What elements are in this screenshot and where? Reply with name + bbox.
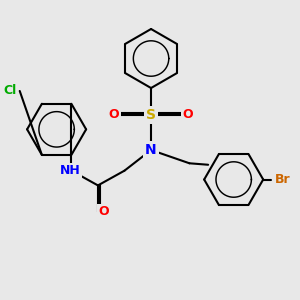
Text: S: S	[146, 108, 156, 122]
Text: Br: Br	[275, 173, 291, 186]
Text: NH: NH	[59, 164, 80, 177]
Text: O: O	[183, 108, 193, 121]
Text: O: O	[109, 108, 119, 121]
Text: O: O	[98, 206, 109, 218]
Text: N: N	[145, 143, 157, 157]
Text: Cl: Cl	[4, 85, 17, 98]
